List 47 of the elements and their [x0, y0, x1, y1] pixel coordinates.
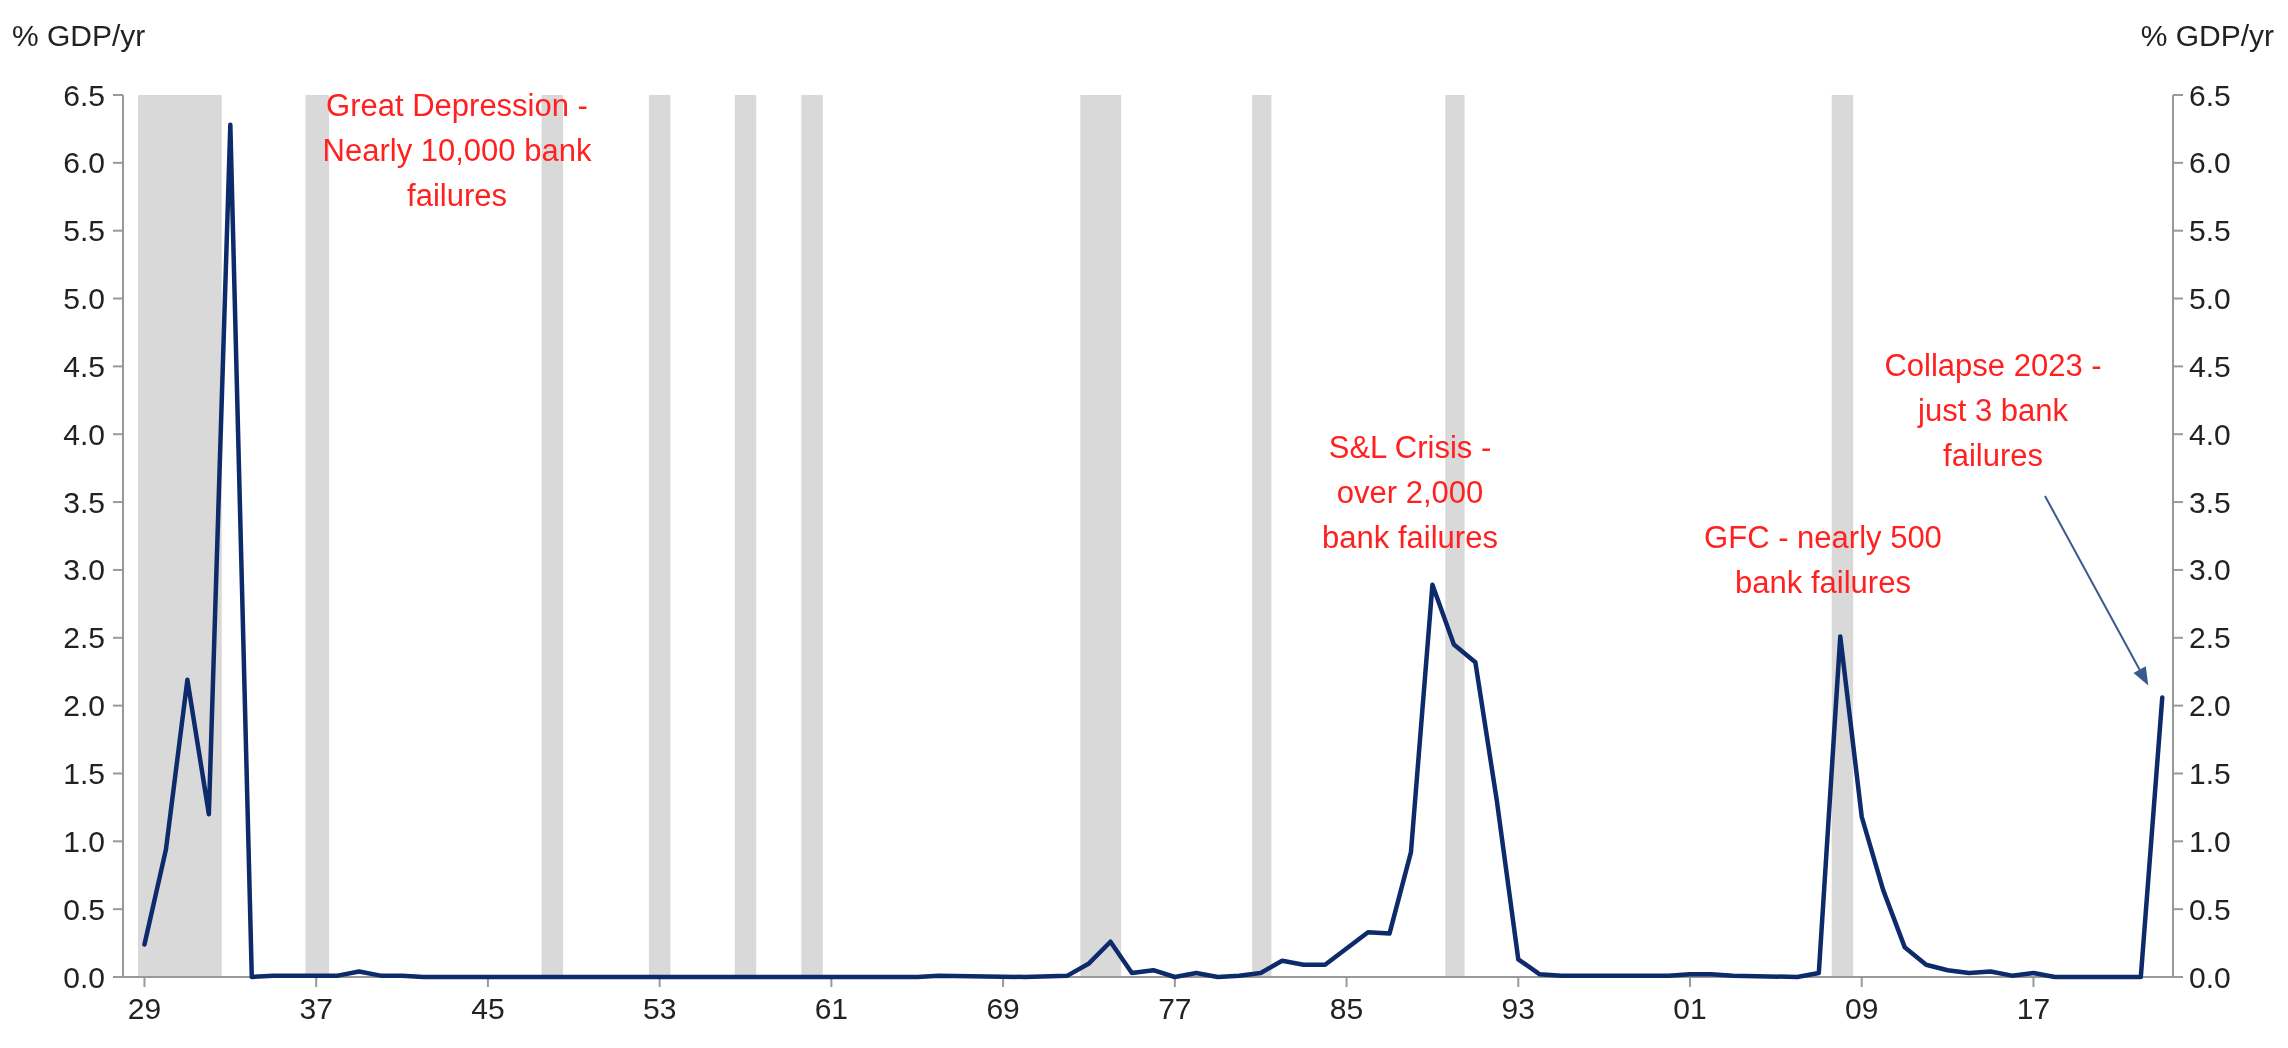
y2-tick-label: 6.5: [2189, 78, 2231, 112]
y-tick-label: 4.0: [63, 417, 105, 451]
x-tick-label: 09: [1845, 992, 1879, 1025]
annotation: GFC - nearly 500 bank failures: [1704, 520, 1942, 600]
annotation: S&L Crisis - over 2,000 bank failures: [1322, 430, 1498, 555]
y2-tick-label: 0.0: [2189, 960, 2231, 994]
x-tick-label: 29: [127, 992, 162, 1025]
y2-tick-label: 1.5: [2189, 756, 2231, 790]
x-tick-label: 61: [814, 992, 849, 1025]
y-tick-label: 2.5: [63, 621, 105, 655]
y2-tick-label: 5.0: [2189, 282, 2231, 316]
y2-tick-label: 4.5: [2189, 349, 2231, 383]
x-tick-label: 53: [642, 992, 677, 1025]
x-tick-label: 77: [1158, 992, 1192, 1025]
y-tick-label: 3.0: [63, 553, 105, 587]
y-tick-label: 5.0: [63, 282, 105, 316]
y-tick-label: 0.0: [63, 960, 105, 994]
y-tick-label: 6.5: [63, 78, 105, 112]
y-tick-label: 4.5: [63, 349, 105, 383]
y2-tick-label: 1.0: [2189, 824, 2231, 858]
x-tick-label: 01: [1673, 992, 1707, 1025]
x-tick-label: 85: [1329, 992, 1364, 1025]
y2-tick-label: 5.5: [2189, 214, 2231, 248]
x-tick-label: 45: [471, 992, 505, 1025]
y-tick-label: 3.5: [63, 485, 105, 519]
y-tick-label: 0.5: [63, 892, 105, 926]
annotation: Collapse 2023 - just 3 bank failures: [1884, 348, 2102, 473]
y-tick-label: 2.0: [63, 689, 105, 723]
y2-tick-label: 2.5: [2189, 621, 2231, 655]
y2-tick-label: 0.5: [2189, 892, 2231, 926]
x-tick-label: 37: [299, 992, 333, 1025]
x-tick-label: 93: [1501, 992, 1535, 1025]
y-tick-label: 5.5: [63, 214, 105, 248]
y2-axis-title: % GDP/yr: [2140, 19, 2274, 52]
y-tick-label: 1.5: [63, 756, 105, 790]
y2-tick-label: 3.5: [2189, 485, 2231, 519]
y2-tick-label: 4.0: [2189, 417, 2231, 451]
y2-tick-label: 6.0: [2189, 146, 2231, 180]
x-tick-label: 17: [2016, 992, 2051, 1025]
x-tick-label: 69: [986, 992, 1020, 1025]
line-series: [142, 122, 2165, 980]
y2-tick-label: 2.0: [2189, 689, 2231, 723]
annotation: Great Depression - Nearly 10,000 bank failures: [322, 88, 592, 213]
y-axis-title: % GDP/yr: [12, 19, 146, 52]
y-tick-label: 1.0: [63, 824, 105, 858]
y-tick-label: 6.0: [63, 146, 105, 180]
y2-tick-label: 3.0: [2189, 553, 2231, 587]
